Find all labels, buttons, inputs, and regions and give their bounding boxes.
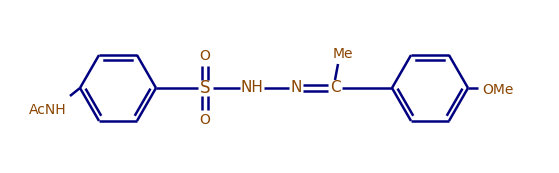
Text: AcNH: AcNH xyxy=(29,103,67,117)
Text: N: N xyxy=(290,80,302,95)
Text: Me: Me xyxy=(333,47,353,61)
Text: O: O xyxy=(200,49,210,63)
Text: O: O xyxy=(200,113,210,127)
Text: NH: NH xyxy=(240,80,263,95)
Text: S: S xyxy=(200,79,210,97)
Text: C: C xyxy=(330,80,340,95)
Text: OMe: OMe xyxy=(482,83,514,97)
